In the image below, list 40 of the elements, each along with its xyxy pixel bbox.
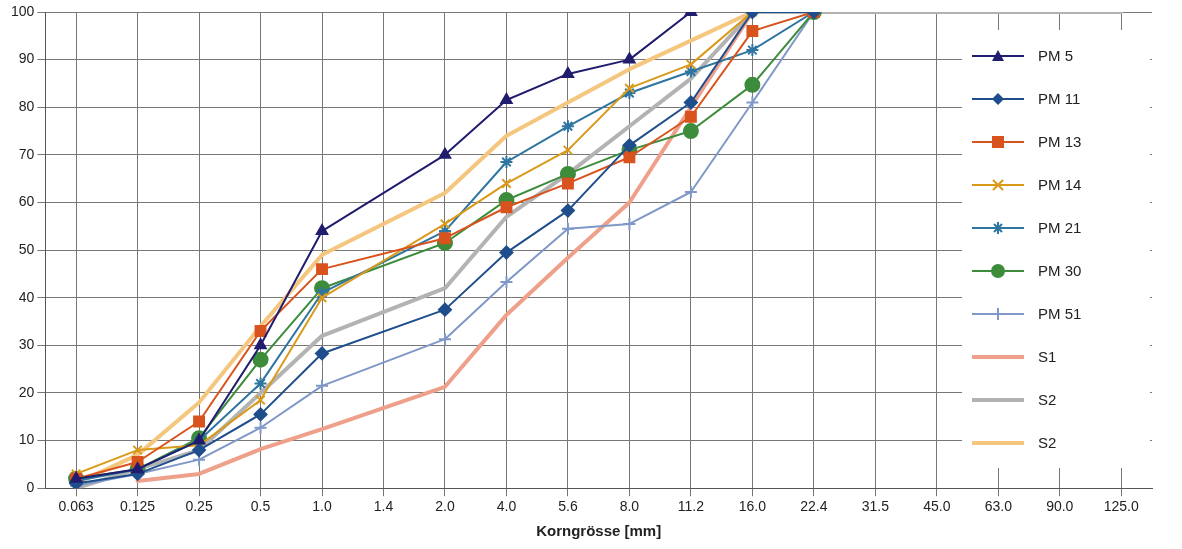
x-tick-label: 2.0 (435, 498, 455, 515)
x-tick-label: 0.5 (250, 498, 271, 515)
x-tick-label: 0.125 (120, 498, 156, 515)
y-tick-label: 20 (18, 383, 35, 400)
x-tick-label: 90.0 (1046, 498, 1074, 515)
y-tick-label: 70 (18, 145, 35, 162)
y-tick-label: 100 (11, 2, 35, 19)
legend-label: PM 21 (1038, 219, 1082, 236)
x-tick-label: 0.063 (58, 498, 94, 515)
x-tick-label: 0.25 (185, 498, 213, 515)
legend-label: S2 (1038, 391, 1057, 408)
x-tick-label: 1.4 (373, 498, 394, 515)
legend-label: PM 11 (1038, 90, 1081, 107)
legend-label: S1 (1038, 348, 1057, 365)
x-tick-label: 1.0 (312, 498, 332, 515)
legend-label: S2 (1038, 434, 1057, 451)
y-tick-label: 10 (18, 431, 35, 448)
legend-label: PM 5 (1038, 47, 1074, 64)
y-tick-label: 60 (18, 193, 35, 210)
y-tick-label: 0 (26, 479, 35, 496)
x-tick-label: 45.0 (923, 498, 951, 515)
x-tick-label: 5.6 (558, 498, 578, 515)
y-tick-label: 50 (18, 240, 35, 257)
x-tick-label: 8.0 (619, 498, 640, 515)
x-tick-label: 16.0 (738, 498, 767, 515)
legend-label: PM 30 (1038, 262, 1082, 279)
y-tick-label: 80 (18, 98, 35, 115)
x-tick-label: 22.4 (800, 498, 828, 515)
y-tick-label: 90 (18, 50, 35, 67)
x-tick-label: 31.5 (861, 498, 890, 515)
y-tick-label: 40 (18, 288, 35, 305)
x-axis-title: Korngrösse [mm] (536, 522, 662, 540)
x-tick-label: 4.0 (496, 498, 517, 515)
x-tick-label: 125.0 (1103, 498, 1139, 515)
legend-label: PM 51 (1038, 305, 1082, 322)
legend-label: PM 13 (1038, 133, 1082, 150)
y-tick-label: 30 (18, 336, 35, 353)
legend-label: PM 14 (1038, 176, 1082, 193)
x-tick-label: 63.0 (984, 498, 1013, 515)
x-tick-label: 11.2 (677, 498, 705, 515)
